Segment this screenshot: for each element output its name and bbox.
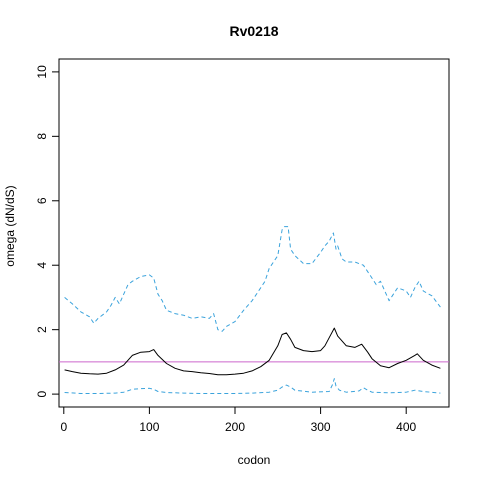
data-series	[59, 226, 449, 394]
omega-upper-bound-line	[64, 226, 441, 332]
y-tick-label: 0	[35, 390, 49, 397]
chart-title: Rv0218	[229, 23, 278, 39]
x-tick-label: 300	[311, 420, 331, 434]
y-tick-label: 2	[35, 326, 49, 333]
x-tick-label: 100	[139, 420, 159, 434]
y-tick-label: 10	[35, 65, 49, 79]
y-tick-label: 6	[35, 197, 49, 204]
y-axis-label: omega (dN/dS)	[3, 185, 17, 266]
y-tick-label: 4	[35, 262, 49, 269]
y-tick-label: 8	[35, 133, 49, 140]
omega-median-line	[64, 327, 441, 376]
x-tick-label: 0	[60, 420, 67, 434]
x-tick-label: 400	[396, 420, 416, 434]
omega-lower-bound-line	[64, 378, 441, 394]
axes: 0 100 200 300 400 0 2 4 6 8 10	[35, 65, 416, 434]
x-tick-label: 200	[225, 420, 245, 434]
plot-area-frame	[58, 58, 450, 408]
x-axis-label: codon	[238, 453, 271, 467]
